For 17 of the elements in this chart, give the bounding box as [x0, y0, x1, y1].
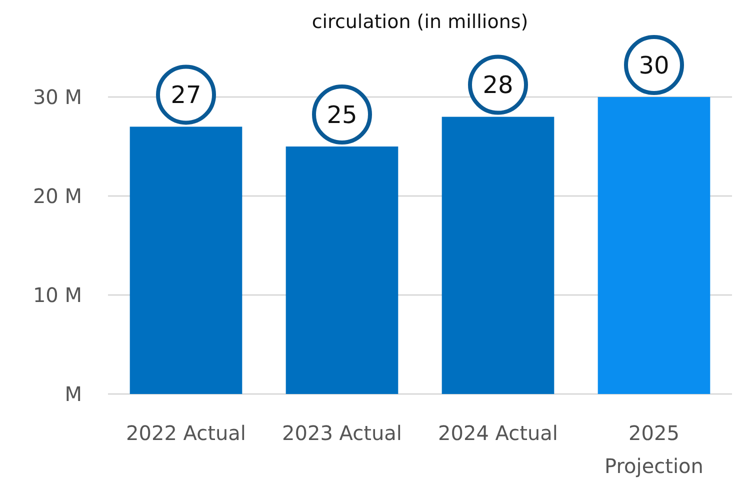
- bar: [130, 126, 242, 394]
- y-tick-label: 10 M: [32, 283, 82, 307]
- x-tick-label: 2022 Actual: [126, 421, 246, 445]
- bar: [442, 116, 554, 394]
- y-tick-label: M: [64, 382, 82, 406]
- data-label: 27: [170, 81, 202, 110]
- data-label: 30: [638, 51, 670, 80]
- data-label: 25: [326, 100, 358, 129]
- data-label: 28: [482, 71, 514, 100]
- x-tick-label: 2024 Actual: [438, 421, 558, 445]
- bar: [598, 97, 710, 394]
- x-tick-label: 2025 Projection: [604, 421, 704, 478]
- y-tick-label: 30 M: [32, 85, 82, 109]
- y-tick-label: 20 M: [32, 184, 82, 208]
- x-tick-label: 2023 Actual: [282, 421, 402, 445]
- chart-title: circulation (in millions): [312, 11, 528, 33]
- bar: [286, 146, 398, 394]
